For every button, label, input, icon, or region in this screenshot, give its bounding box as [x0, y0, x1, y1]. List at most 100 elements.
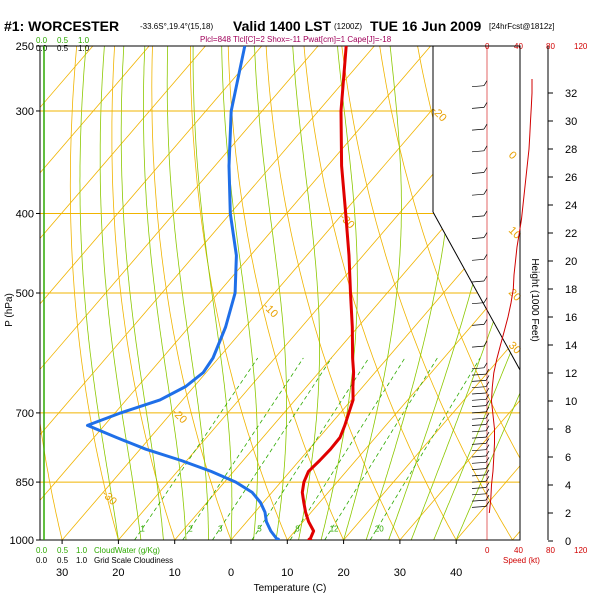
- bottom-scales: 0.0 0.5 1.0 CloudWater (g/Kg) 0.0 0.5 1.…: [36, 546, 588, 565]
- wind-barb-flag: [483, 275, 488, 282]
- top-speed-80: 80: [546, 42, 555, 51]
- mixing-ratio-line: [369, 357, 481, 540]
- wind-barb-flag: [483, 102, 488, 108]
- wind-barb: [471, 258, 485, 261]
- mixing-ratio-line: [289, 357, 406, 540]
- bottom-cloud-black-2: 1.0: [76, 556, 88, 565]
- wind-barb: [471, 474, 487, 477]
- wind-barb-flag: [483, 254, 488, 260]
- panel-diagonal: [432, 211, 521, 371]
- wind-barb-flag: [485, 425, 490, 431]
- moist-adiabat-line: [410, 46, 520, 540]
- wind-barb: [471, 411, 487, 414]
- wind-barb-flag: [483, 232, 488, 238]
- wind-barb-flag: [485, 381, 490, 387]
- height-tick-label: 30: [565, 116, 577, 128]
- wind-barb: [471, 367, 485, 370]
- wind-barb: [471, 128, 485, 131]
- isotherm-label: -10: [260, 301, 280, 321]
- temperature-tick-label: 20: [112, 567, 124, 579]
- valid-label: Valid 1400 LST: [233, 18, 331, 34]
- temperature-tick-label: 20: [337, 567, 349, 579]
- bottom-cloud-green-0: 0.0: [36, 546, 48, 555]
- wind-barb: [471, 436, 487, 439]
- wind-barb: [471, 392, 487, 395]
- wind-barb-flag: [485, 463, 490, 469]
- wind-barb-flag: [483, 123, 488, 130]
- wind-barb: [471, 493, 487, 496]
- cloud-water-label: CloudWater (g/Kg): [94, 546, 160, 555]
- isotherm-line: [40, 46, 206, 540]
- mixing-ratio-label: 5: [257, 524, 262, 533]
- isotherm-line: [40, 46, 150, 540]
- moist-adiabat-line: [433, 46, 520, 540]
- height-tick-label: 12: [565, 368, 577, 380]
- chart-header: #1: WORCESTER -33.6S°,19.4°(15,18) Valid…: [4, 18, 554, 44]
- mixing-ratio-label: 2: [188, 524, 193, 533]
- bottom-cloud-black-1: 0.5: [57, 556, 69, 565]
- wind-barb: [471, 85, 485, 88]
- height-tick-label: 10: [565, 396, 577, 408]
- wind-barb-flag: [485, 501, 490, 507]
- height-tick-label: 14: [565, 340, 577, 352]
- top-speed-120: 120: [574, 42, 588, 51]
- wind-barb-flag: [483, 80, 488, 86]
- moist-adiabat-line: [455, 46, 520, 540]
- wind-barb-flag: [485, 476, 490, 482]
- dry-adiabat-line: [341, 46, 513, 540]
- wind-barb-flag: [485, 482, 490, 488]
- wind-barb: [471, 172, 485, 174]
- dry-adiabat-line: [69, 46, 119, 540]
- isotherm-label: -20: [429, 105, 449, 125]
- speed-label: Speed (kt): [503, 556, 540, 565]
- parameters-line: Plcl=848 Tlcl[C]=2 Shox=-11 Pwat[cm]=1 C…: [200, 35, 392, 44]
- height-tick-label: 26: [565, 172, 577, 184]
- height-tick-label: 20: [565, 256, 577, 268]
- wind-barb-flag: [483, 189, 488, 195]
- dry-adiabat-line: [190, 46, 288, 540]
- bottom-cloud-green-2: 1.0: [76, 546, 88, 555]
- wind-barb-flag: [483, 167, 488, 173]
- dry-adiabat-line: [227, 46, 344, 540]
- temperature-surface-point: [307, 537, 313, 540]
- wind-barb: [471, 237, 485, 239]
- wind-barb-flag: [485, 419, 490, 425]
- temperature-tick-label: 30: [56, 567, 68, 579]
- wind-barb-flag: [483, 319, 488, 325]
- mixing-ratio-line: [251, 357, 370, 540]
- top-cloud-black-2: 1.0: [78, 44, 90, 53]
- wind-barb: [471, 373, 487, 376]
- date-label: TUE 16 Jun 2009: [370, 18, 481, 34]
- height-tick-label: 24: [565, 200, 577, 212]
- temperature-tick-label: 0: [228, 567, 234, 579]
- moist-adiabat-line: [166, 46, 209, 540]
- pressure-tick-label: 500: [16, 288, 34, 300]
- mixing-ratio-line: [134, 357, 259, 540]
- wind-barb: [471, 443, 487, 445]
- top-cloud-green-2: 1.0: [78, 36, 90, 45]
- mixing-ratio-labels: 1 2 3 5 8 12 20: [140, 524, 384, 533]
- wind-barb-flag: [485, 488, 490, 494]
- wind-barb: [471, 280, 485, 283]
- wind-barb-flag: [485, 400, 490, 406]
- bottom-speed-120: 120: [574, 546, 588, 555]
- mixing-ratio-label: 8: [295, 524, 300, 533]
- wind-barb: [471, 468, 487, 470]
- pressure-axis: 250 300 400 500 700 850 1000: [10, 41, 40, 547]
- moist-adiabat-line: [99, 46, 142, 540]
- wind-barb: [471, 430, 487, 433]
- dry-adiabat-line: [265, 46, 401, 540]
- bottom-cloud-green-1: 0.5: [57, 546, 69, 555]
- wind-barb: [471, 461, 487, 464]
- temperature-axis: 30 20 10 0 10 20 30 40: [56, 540, 462, 579]
- mixing-ratio-line: [182, 357, 304, 540]
- moist-adiabat-line: [221, 46, 259, 540]
- top-cloud-green-1: 0.5: [57, 36, 69, 45]
- pressure-tick-label: 850: [16, 477, 34, 489]
- mixing-ratio-line: [324, 357, 438, 540]
- height-tick-label: 6: [565, 452, 571, 464]
- mixing-ratio-line: [212, 357, 332, 540]
- wind-barb: [471, 424, 487, 426]
- moist-adiabat-line: [192, 46, 233, 540]
